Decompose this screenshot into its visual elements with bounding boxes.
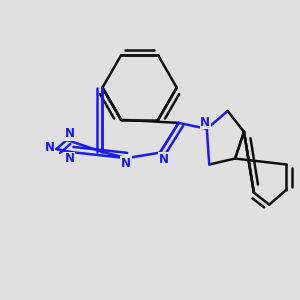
Text: N: N: [200, 116, 210, 129]
Text: N: N: [121, 157, 131, 170]
Text: N: N: [45, 141, 55, 154]
Text: N: N: [65, 152, 75, 165]
Text: N: N: [65, 127, 75, 140]
Text: N: N: [159, 153, 169, 166]
